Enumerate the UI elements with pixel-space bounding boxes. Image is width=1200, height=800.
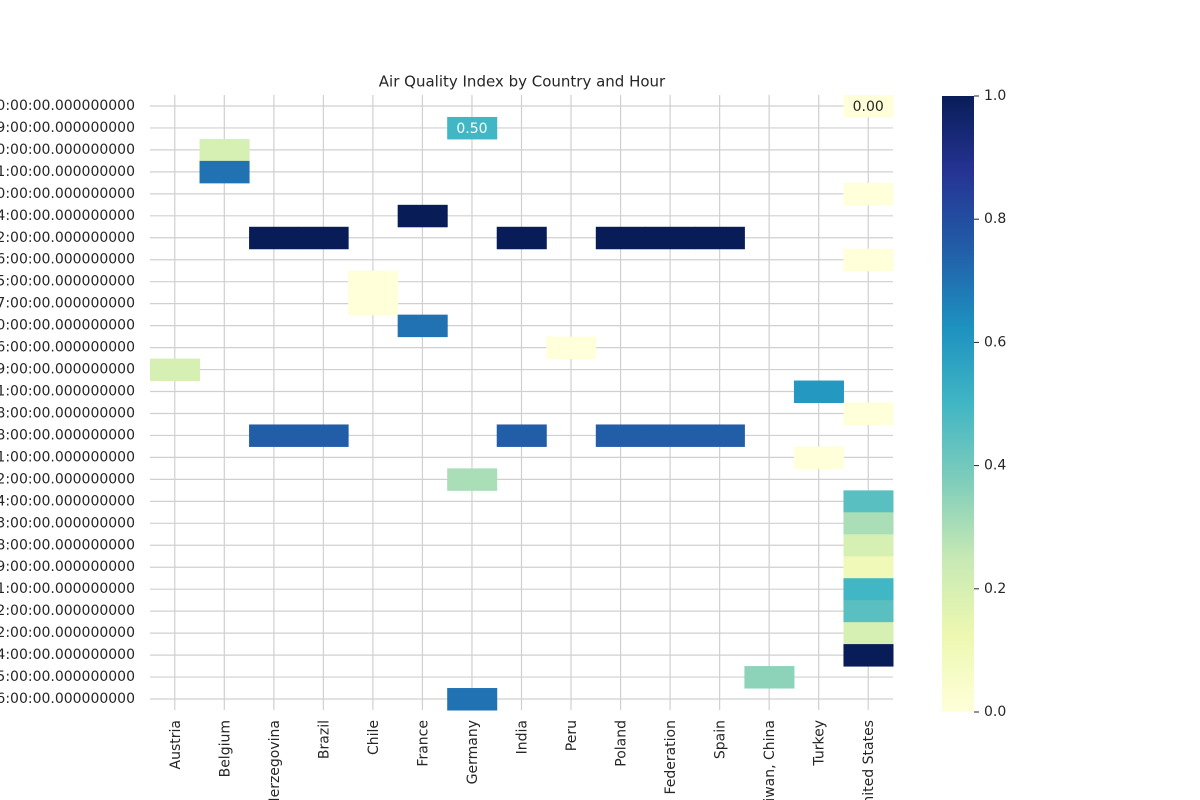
cell: [249, 424, 300, 447]
grid: [150, 95, 893, 710]
y-tick-label: 04:00:00.000000000: [0, 493, 135, 509]
cell-label: 0.50: [456, 121, 487, 137]
cell: [199, 138, 250, 162]
x-tick-label: Germany: [465, 720, 481, 784]
y-tick-label: 02:00:00.000000000: [0, 603, 135, 619]
y-tick-label: 06:00:00.000000000: [0, 340, 135, 356]
y-tick-label: 12:00:00.000000000: [0, 471, 135, 487]
cell: [397, 204, 448, 228]
colorbar-tick-label: 0.0: [984, 704, 1006, 720]
cell: [843, 95, 894, 118]
y-tick-label: 17:00:00.000000000: [0, 296, 135, 312]
colorbar-tick-label: 0.6: [984, 334, 1006, 350]
x-tick-label: France: [415, 720, 431, 767]
y-tick-label: 20:00:00.000000000: [0, 98, 135, 114]
x-tick-label: Russian Federation: [663, 720, 679, 800]
x-tick-label: Spain: [713, 720, 729, 759]
y-tick-label: 16:00:00.000000000: [0, 691, 135, 707]
y-tick-label: 22:00:00.000000000: [0, 230, 135, 246]
cell: [595, 424, 646, 447]
y-tick-label: 11:00:00.000000000: [0, 164, 135, 180]
x-tick-label: Peru: [564, 720, 580, 751]
x-tick-label: Turkey: [812, 720, 828, 767]
y-tick-label: 10:00:00.000000000: [0, 186, 135, 202]
y-tick-label: 19:00:00.000000000: [0, 362, 135, 378]
cell: [298, 424, 349, 447]
x-tick-label: Bosnia and Herzegovina: [267, 720, 283, 800]
cell: [793, 380, 844, 403]
cell: [150, 358, 201, 382]
cell: [843, 182, 894, 206]
cell: [843, 402, 894, 425]
cell: [298, 226, 349, 250]
y-tick-label: 21:00:00.000000000: [0, 384, 135, 400]
x-tick-label: Austria: [168, 720, 184, 769]
cell: [744, 666, 795, 689]
x-tick-label: Brazil: [316, 720, 332, 759]
cell: [843, 556, 894, 579]
y-tick-label: 16:00:00.000000000: [0, 252, 135, 268]
cell: [843, 534, 894, 557]
x-tick-label: Taiwan, China: [762, 720, 778, 800]
cell: [843, 578, 894, 601]
cell: [546, 336, 597, 360]
cell: [843, 644, 894, 667]
cell: [348, 292, 399, 316]
colorbar: [942, 96, 974, 712]
x-tick-label: Poland: [614, 720, 630, 767]
cell: [496, 424, 547, 447]
y-tick-label: 19:00:00.000000000: [0, 559, 135, 575]
cell: [199, 160, 250, 184]
cell: [645, 226, 696, 250]
colorbar-tick-label: 1.0: [984, 88, 1006, 104]
y-tick-label: 05:00:00.000000000: [0, 669, 135, 685]
cell-label: 0.00: [853, 99, 884, 115]
x-tick-label: Belgium: [217, 720, 233, 777]
cell: [793, 446, 844, 469]
y-tick-label: 20:00:00.000000000: [0, 318, 135, 334]
cell: [843, 490, 894, 513]
y-tick-label: 13:00:00.000000000: [0, 515, 135, 531]
cell: [496, 226, 547, 250]
cell: [249, 226, 300, 250]
y-tick-label: 11:00:00.000000000: [0, 449, 135, 465]
cell: [595, 226, 646, 250]
y-tick-label: 08:00:00.000000000: [0, 427, 135, 443]
y-tick-label: 21:00:00.000000000: [0, 581, 135, 597]
cell: [447, 468, 498, 491]
colorbar-tick-label: 0.8: [984, 211, 1006, 227]
y-tick-label: 09:00:00.000000000: [0, 120, 135, 136]
cell: [447, 688, 498, 711]
cell: [694, 226, 745, 250]
cell: [645, 424, 696, 447]
cell: [843, 512, 894, 535]
y-tick-label: 14:00:00.000000000: [0, 208, 135, 224]
cells: [150, 95, 894, 711]
x-tick-label: United States: [861, 720, 877, 800]
cell: [843, 248, 894, 272]
y-tick-label: 04:00:00.000000000: [0, 647, 135, 663]
y-tick-label: 08:00:00.000000000: [0, 537, 135, 553]
y-tick-label: 18:00:00.000000000: [0, 405, 135, 421]
y-tick-label: 10:00:00.000000000: [0, 142, 135, 158]
y-tick-label: 22:00:00.000000000: [0, 625, 135, 641]
cell: [843, 622, 894, 645]
cell: [348, 270, 399, 294]
colorbar-tick-label: 0.2: [984, 581, 1006, 597]
x-tick-label: Chile: [366, 720, 382, 755]
colorbar-tick-label: 0.4: [984, 458, 1006, 474]
cell: [843, 600, 894, 623]
cell: [694, 424, 745, 447]
y-tick-label: 15:00:00.000000000: [0, 274, 135, 290]
chart-title: Air Quality Index by Country and Hour: [379, 73, 666, 91]
x-tick-label: India: [515, 720, 531, 754]
cell: [447, 116, 498, 140]
cell: [397, 314, 448, 338]
